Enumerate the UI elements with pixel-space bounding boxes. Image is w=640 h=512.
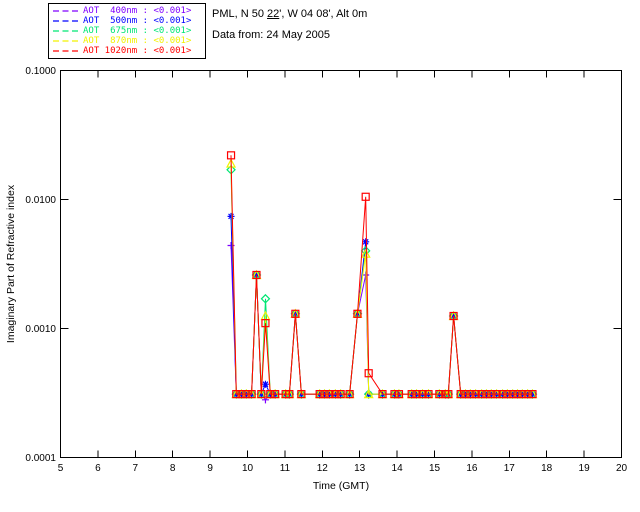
series-aot-870nm (226, 158, 538, 399)
x-tick-label: 6 (95, 463, 101, 474)
y-tick-label: 0.0010 (25, 324, 56, 335)
series-line (230, 169, 533, 395)
legend-swatch-line (53, 10, 79, 12)
series-markers (226, 158, 538, 399)
legend-entry-label: AOT 400nm : <0.001> (83, 6, 192, 16)
x-tick-label: 17 (504, 463, 516, 474)
legend-swatch-line (53, 50, 79, 52)
series-line (230, 155, 533, 395)
legend-entry: AOT 400nm : <0.001> (52, 6, 205, 16)
y-tick-label: 0.1000 (25, 66, 56, 77)
legend-entry: AOT 870nm : <0.001> (52, 36, 205, 46)
legend-entry: AOT 675nm : <0.001> (52, 26, 205, 36)
x-tick-label: 13 (354, 463, 366, 474)
legend-entry: AOT 500nm : <0.001> (52, 16, 205, 26)
x-tick-label: 20 (616, 463, 628, 474)
legend-entry-label: AOT 870nm : <0.001> (83, 36, 192, 46)
series-aot-675nm (226, 164, 538, 399)
series-line (230, 163, 533, 395)
series-aot-1020nm (226, 151, 537, 399)
station-info-prefix: PML, N 50 (212, 8, 268, 20)
y-tick-label: 0.0100 (25, 195, 56, 206)
x-axis-title: Time (GMT) (313, 480, 369, 492)
legend-entry-label: AOT 500nm : <0.001> (83, 16, 192, 26)
y-axis-title: Imaginary Part of Refractive index (5, 184, 17, 343)
series-aot-400nm (227, 241, 536, 404)
x-tick-label: 15 (429, 463, 441, 474)
x-tick-label: 19 (579, 463, 591, 474)
series-line (230, 245, 533, 401)
x-tick-label: 16 (466, 463, 478, 474)
series-line (230, 216, 533, 395)
y-axis: 0.1000 0.0100 0.0010 0.0001 (25, 66, 622, 464)
legend-swatch-line (53, 20, 79, 22)
legend-swatch-line (53, 40, 79, 42)
series-aot-500nm (227, 212, 536, 398)
x-tick-label: 5 (58, 463, 64, 474)
x-tick-label: 10 (242, 463, 254, 474)
y-tick-label: 0.0001 (25, 453, 56, 464)
x-axis: 5 6 7 8 9 10 11 12 13 14 15 16 17 18 19 20 (58, 70, 628, 474)
date-info: Data from: 24 May 2005 (212, 29, 331, 41)
x-tick-label: 18 (541, 463, 553, 474)
station-latitude-minutes: 22 (267, 8, 280, 20)
x-tick-label: 14 (392, 463, 404, 474)
series-markers (226, 164, 538, 399)
station-info-suffix: ', W 04 08', Alt 0m (279, 8, 368, 20)
legend-entry-label: AOT 675nm : <0.001> (83, 26, 192, 36)
x-tick-label: 12 (317, 463, 329, 474)
x-tick-label: 8 (170, 463, 176, 474)
legend-entry: AOT 1020nm : <0.001> (52, 46, 205, 56)
legend: AOT 400nm : <0.001> AOT 500nm : <0.001> AO… (48, 3, 206, 59)
series-markers (227, 241, 536, 404)
station-info: PML, N 50 22', W 04 08', Alt 0m (212, 8, 367, 20)
legend-entry-label: AOT 1020nm : <0.001> (83, 46, 192, 56)
plot-frame (60, 70, 622, 458)
x-tick-label: 11 (280, 463, 291, 474)
series-markers (227, 212, 536, 398)
series-markers (226, 151, 537, 399)
legend-swatch-line (53, 30, 79, 32)
x-tick-label: 7 (133, 463, 139, 474)
x-tick-label: 9 (207, 463, 213, 474)
